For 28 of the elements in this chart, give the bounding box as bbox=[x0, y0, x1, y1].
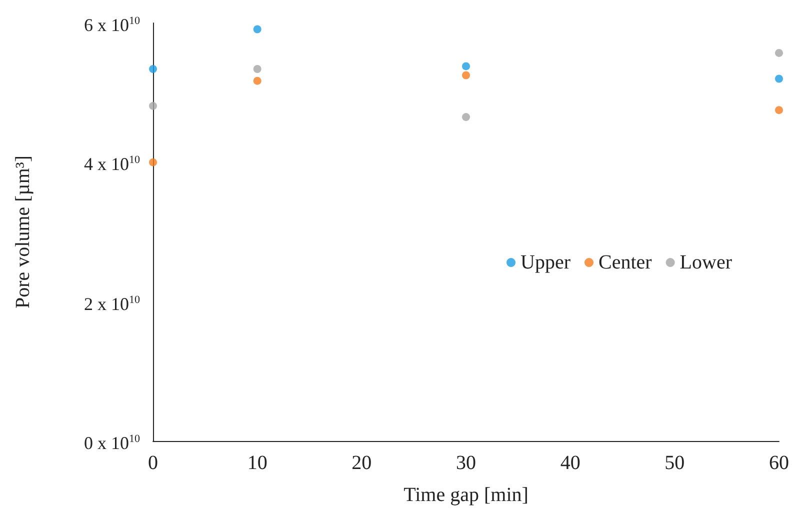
point bbox=[149, 102, 157, 110]
point bbox=[462, 62, 470, 70]
x-tick-label: 0 bbox=[148, 452, 158, 474]
point bbox=[462, 71, 470, 80]
y-tick-label: 6 x 10$^{10}$ bbox=[84, 14, 140, 36]
point bbox=[775, 48, 783, 57]
y-tick-label: 4 x 10$^{10}$ bbox=[84, 153, 140, 176]
legend-label: Upper bbox=[520, 252, 571, 274]
x-tick-label: 20 bbox=[352, 452, 372, 474]
x-tick-label: 50 bbox=[664, 452, 685, 474]
y-axis-title: Pore volume [µm³] bbox=[12, 155, 34, 309]
x-tick-label: 30 bbox=[456, 452, 476, 474]
x-tick-label: 40 bbox=[560, 452, 580, 474]
legend-label: Lower bbox=[680, 252, 732, 274]
point bbox=[775, 74, 783, 83]
point bbox=[149, 158, 157, 166]
point bbox=[253, 25, 262, 34]
legend-label: Center bbox=[598, 252, 652, 274]
x-axis-title: Time gap [min] bbox=[404, 484, 528, 506]
point bbox=[462, 113, 470, 122]
x-tick-label: 10 bbox=[247, 452, 268, 474]
point bbox=[253, 64, 262, 73]
y-tick-label: 0 x 10$^{10}$ bbox=[84, 432, 140, 454]
point bbox=[775, 106, 783, 114]
point bbox=[253, 76, 262, 85]
y-tick-label: 2 x 10$^{10}$ bbox=[84, 292, 140, 315]
point bbox=[149, 64, 157, 73]
x-tick-label: 60 bbox=[769, 452, 789, 474]
